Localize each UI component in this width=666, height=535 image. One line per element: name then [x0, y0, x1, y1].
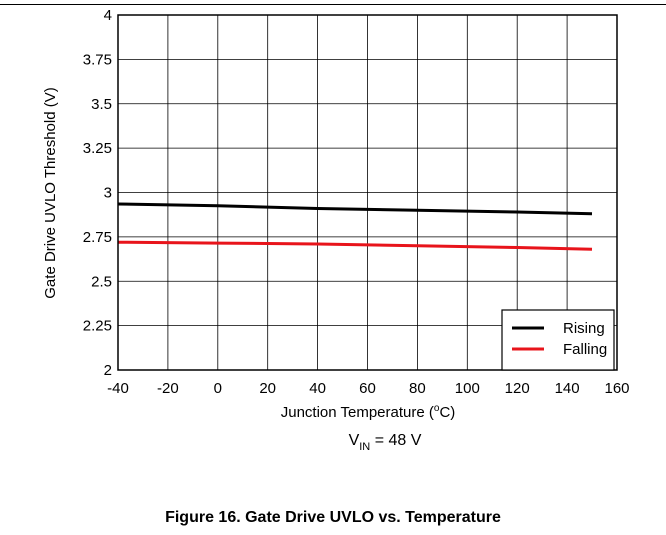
x-tick-labels: -40 -20 0 20 40 60 80 100 120 140 160	[107, 380, 629, 397]
y-tick-label: 2.5	[91, 273, 112, 290]
figure-caption: Figure 16. Gate Drive UVLO vs. Temperatu…	[165, 509, 501, 526]
x-tick-label: 160	[604, 380, 629, 397]
plot-frame	[117, 14, 618, 371]
x-tick-label: 100	[455, 380, 480, 397]
x-tick-label: 20	[259, 380, 276, 397]
x-tick-label: 60	[359, 380, 376, 397]
legend-label-falling: Falling	[563, 341, 607, 358]
y-tick-label: 2.25	[83, 318, 112, 335]
y-tick-label: 4	[104, 7, 112, 24]
y-tick-label: 2	[104, 362, 112, 379]
legend: Rising Falling	[501, 309, 615, 371]
condition-label: VIN = 48 V	[349, 432, 422, 453]
y-tick-labels: 2 2.25 2.5 2.75 3 3.25 3.5 3.75 4	[83, 7, 112, 379]
x-tick-label: -20	[157, 380, 179, 397]
legend-box	[501, 309, 615, 371]
y-tick-label: 3.5	[91, 96, 112, 113]
series-lines	[117, 202, 593, 251]
y-tick-label: 3.25	[83, 140, 112, 157]
x-tick-label: 80	[409, 380, 426, 397]
x-tick-label: -40	[107, 380, 129, 397]
x-tick-label: 40	[309, 380, 326, 397]
top-rule	[0, 4, 666, 5]
x-axis-label: Junction Temperature (oC)	[281, 403, 456, 421]
y-tick-label: 3.75	[83, 51, 112, 68]
series-line-rising	[117, 202, 593, 216]
y-tick-label: 2.75	[83, 229, 112, 246]
x-tick-label: 0	[214, 380, 222, 397]
series-line-falling	[117, 240, 593, 251]
x-tick-label: 120	[505, 380, 530, 397]
x-tick-label: 140	[555, 380, 580, 397]
y-tick-label: 3	[104, 185, 112, 202]
y-axis-label: Gate Drive UVLO Threshold (V)	[42, 87, 59, 298]
uvlo-chart: -40 -20 0 20 40 60 80 100 120 140 160 2 2.25 2.5 2.75…	[42, 7, 630, 453]
legend-label-rising: Rising	[563, 320, 605, 337]
